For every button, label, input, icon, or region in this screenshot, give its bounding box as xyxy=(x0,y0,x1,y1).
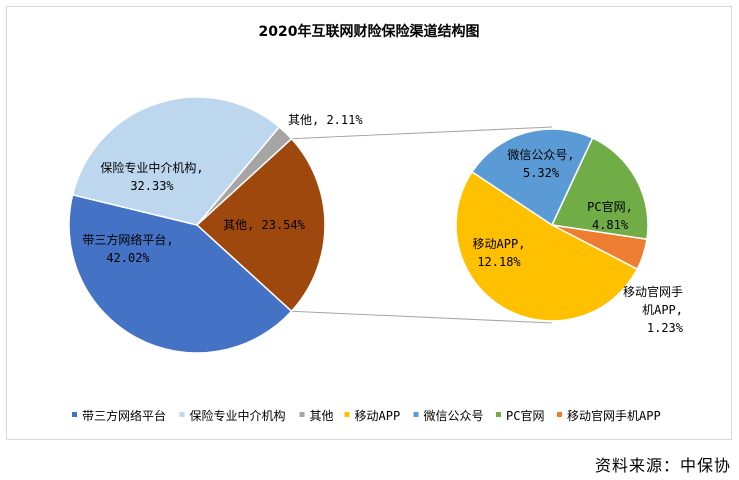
legend-swatch-5 xyxy=(496,412,501,417)
legend-label-3: 移动APP xyxy=(355,409,401,423)
label-other-small: 其他, 2.11% xyxy=(288,113,363,127)
label-intermediary-value: 32.33% xyxy=(130,179,174,193)
label-mobile-app: 移动APP, xyxy=(473,237,526,251)
secondary-slice-2 xyxy=(550,136,649,241)
legend-label-6: 移动官网手机APP xyxy=(567,408,661,423)
data-labels: 带三方网络平台, 42.02% 保险专业中介机构, 32.33% 其他, 2.11% 其他… xyxy=(82,113,683,335)
connector-top xyxy=(291,126,553,140)
main-slice-0 xyxy=(68,193,293,354)
chart-title: 2020年互联网财险保险渠道结构图 xyxy=(259,23,480,40)
secondary-pie xyxy=(455,128,649,322)
legend-swatch-0 xyxy=(72,412,77,417)
legend-swatch-4 xyxy=(413,412,419,417)
legend-swatch-6 xyxy=(557,412,562,417)
label-intermediary: 保险专业中介机构, xyxy=(100,160,203,175)
label-wechat: 微信公众号, xyxy=(507,148,574,162)
legend-label-2: 其他 xyxy=(310,409,334,423)
label-mobile-web-value: 1.23% xyxy=(647,321,684,335)
label-third-party: 带三方网络平台, xyxy=(82,232,173,247)
legend-swatch-3 xyxy=(344,412,350,417)
main-slice-3 xyxy=(195,137,326,313)
legend-swatch-2 xyxy=(299,412,305,417)
legend: 带三方网络平台 保险专业中介机构 其他 移动APP 微信公众号 PC官网 移动官网手机APP xyxy=(72,408,661,423)
label-other: 其他, 23.54% xyxy=(223,218,306,232)
source-note: 资料来源：中保协 xyxy=(594,456,731,475)
legend-swatch-1 xyxy=(179,412,185,417)
secondary-slice-1 xyxy=(471,128,594,227)
legend-label-4: 微信公众号 xyxy=(424,409,484,423)
legend-label-0: 带三方网络平台 xyxy=(82,408,166,423)
label-mobile-web: 移动官网手 xyxy=(623,284,683,299)
label-mobile-app-value: 12.18% xyxy=(477,255,521,269)
label-third-party-value: 42.02% xyxy=(106,251,150,265)
label-wechat-value: 5.32% xyxy=(523,166,560,180)
connector-lines xyxy=(291,126,553,324)
connector-bottom xyxy=(291,310,553,324)
main-slice-2 xyxy=(196,125,293,226)
label-pc-value: 4.81% xyxy=(592,218,629,232)
legend-label-5: PC官网 xyxy=(506,408,544,423)
main-slice-1 xyxy=(71,96,281,226)
main-pie xyxy=(68,96,326,354)
secondary-slice-0 xyxy=(455,170,639,322)
label-mobile-web-2: 机APP, xyxy=(642,303,683,317)
label-pc: PC官网, xyxy=(587,199,633,214)
legend-label-1: 保险专业中介机构 xyxy=(190,408,286,423)
